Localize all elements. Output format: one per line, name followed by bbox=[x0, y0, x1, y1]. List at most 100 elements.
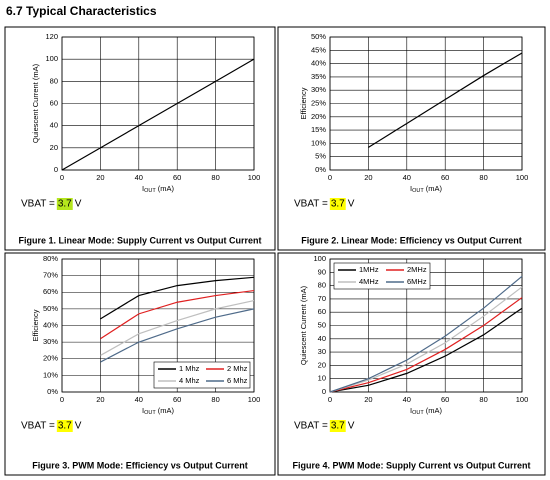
legend-label: 2 Mhz bbox=[227, 364, 248, 373]
y-tick-label: 30 bbox=[318, 347, 326, 356]
annotation-unit: V bbox=[75, 199, 82, 210]
x-tick-label: 20 bbox=[96, 173, 104, 182]
series-line bbox=[329, 297, 523, 393]
legend-label: 1MHz bbox=[359, 265, 379, 274]
legend-label: 4 Mhz bbox=[179, 376, 200, 385]
y-tick-label: 40% bbox=[311, 59, 326, 68]
y-tick-label: 60 bbox=[50, 98, 58, 107]
y-tick-label: 50% bbox=[43, 304, 58, 313]
y-tick-label: 60 bbox=[318, 307, 326, 316]
y-tick-label: 90 bbox=[318, 267, 326, 276]
y-tick-label: 0 bbox=[54, 165, 58, 174]
legend-box bbox=[153, 361, 251, 389]
x-label-sub: OUT bbox=[144, 410, 156, 416]
y-tick-label: 60% bbox=[43, 287, 58, 296]
annotation-unit: V bbox=[75, 421, 82, 432]
series-line bbox=[61, 58, 255, 171]
x-label-main: I bbox=[410, 406, 412, 415]
x-tick-label: 0 bbox=[328, 395, 332, 404]
x-label-main: I bbox=[142, 406, 144, 415]
panel-border bbox=[4, 26, 276, 251]
y-tick-label: 20 bbox=[318, 360, 326, 369]
annotation-label: VBAT = bbox=[294, 421, 328, 432]
x-tick-label: 40 bbox=[403, 395, 411, 404]
x-tick-label: 0 bbox=[60, 395, 64, 404]
x-tick-label: 60 bbox=[173, 395, 181, 404]
plot-area bbox=[329, 258, 523, 393]
x-label-sub: OUT bbox=[412, 410, 424, 416]
annotation-value: 3.7 bbox=[331, 421, 345, 432]
series-line bbox=[329, 275, 523, 393]
y-tick-label: 40% bbox=[43, 320, 58, 329]
y-tick-label: 80 bbox=[50, 76, 58, 85]
x-label-main: I bbox=[410, 184, 412, 193]
y-tick-label: 0% bbox=[47, 387, 58, 396]
annotation-value: 3.7 bbox=[58, 421, 72, 432]
y-tick-label: 120 bbox=[45, 32, 58, 41]
x-tick-label: 40 bbox=[135, 395, 143, 404]
x-tick-label: 80 bbox=[211, 395, 219, 404]
y-tick-label: 100 bbox=[45, 54, 58, 63]
annotation-label: VBAT = bbox=[21, 199, 55, 210]
x-tick-label: 100 bbox=[248, 173, 261, 182]
x-label-sub: OUT bbox=[412, 188, 424, 194]
x-tick-label: 100 bbox=[516, 173, 529, 182]
y-axis-label: Quiescent Current (mA) bbox=[31, 63, 40, 143]
y-tick-label: 50% bbox=[311, 32, 326, 41]
panel-border bbox=[277, 252, 546, 476]
x-label-unit: (mA) bbox=[158, 184, 175, 193]
series-line bbox=[368, 52, 523, 148]
panel-border bbox=[4, 252, 276, 476]
legend-label: 1 Mhz bbox=[179, 364, 200, 373]
figure-caption: Figure 4. PWM Mode: Supply Current vs Ou… bbox=[292, 460, 530, 470]
legend-box bbox=[333, 262, 431, 290]
y-tick-label: 0% bbox=[315, 165, 326, 174]
x-label-unit: (mA) bbox=[426, 184, 443, 193]
annotation-value: 3.7 bbox=[331, 199, 345, 210]
figure-caption: Figure 1. Linear Mode: Supply Current vs… bbox=[18, 235, 261, 245]
y-tick-label: 30% bbox=[43, 337, 58, 346]
x-tick-label: 20 bbox=[96, 395, 104, 404]
x-tick-label: 20 bbox=[364, 395, 372, 404]
y-tick-label: 20% bbox=[311, 112, 326, 121]
x-tick-label: 100 bbox=[516, 395, 529, 404]
annotation-label: VBAT = bbox=[21, 421, 55, 432]
y-tick-label: 10% bbox=[311, 138, 326, 147]
legend-label: 6MHz bbox=[407, 277, 427, 286]
x-tick-label: 80 bbox=[479, 395, 487, 404]
x-tick-label: 60 bbox=[173, 173, 181, 182]
y-tick-label: 0 bbox=[322, 387, 326, 396]
legend-label: 4MHz bbox=[359, 277, 379, 286]
series-line bbox=[100, 276, 255, 320]
figure-caption: Figure 3. PWM Mode: Efficiency vs Output… bbox=[32, 460, 248, 470]
y-tick-label: 20% bbox=[43, 354, 58, 363]
x-tick-label: 100 bbox=[248, 395, 261, 404]
x-tick-label: 0 bbox=[60, 173, 64, 182]
legend-label: 2MHz bbox=[407, 265, 427, 274]
y-tick-label: 10% bbox=[43, 370, 58, 379]
y-tick-label: 25% bbox=[311, 98, 326, 107]
y-tick-label: 45% bbox=[311, 45, 326, 54]
x-label-main: I bbox=[142, 184, 144, 193]
series-line bbox=[100, 299, 255, 356]
panel-border bbox=[277, 26, 546, 251]
y-tick-label: 35% bbox=[311, 72, 326, 81]
x-label-sub: OUT bbox=[144, 188, 156, 194]
y-tick-label: 40 bbox=[50, 121, 58, 130]
x-axis-label: IOUT (mA) bbox=[410, 184, 442, 194]
plot-area bbox=[329, 36, 523, 171]
section-title: 6.7 Typical Characteristics bbox=[6, 4, 157, 18]
annotation-value: 3.7 bbox=[58, 199, 72, 210]
series-line bbox=[329, 286, 523, 393]
x-tick-label: 80 bbox=[211, 173, 219, 182]
x-tick-label: 0 bbox=[328, 173, 332, 182]
annotation-label: VBAT = bbox=[294, 199, 328, 210]
plot-area bbox=[61, 258, 255, 393]
x-tick-label: 40 bbox=[135, 173, 143, 182]
y-tick-label: 30% bbox=[311, 85, 326, 94]
plot-area bbox=[61, 36, 255, 171]
y-tick-label: 20 bbox=[50, 143, 58, 152]
x-axis-label: IOUT (mA) bbox=[410, 406, 442, 416]
figure-caption: Figure 2. Linear Mode: Efficiency vs Out… bbox=[301, 235, 522, 245]
